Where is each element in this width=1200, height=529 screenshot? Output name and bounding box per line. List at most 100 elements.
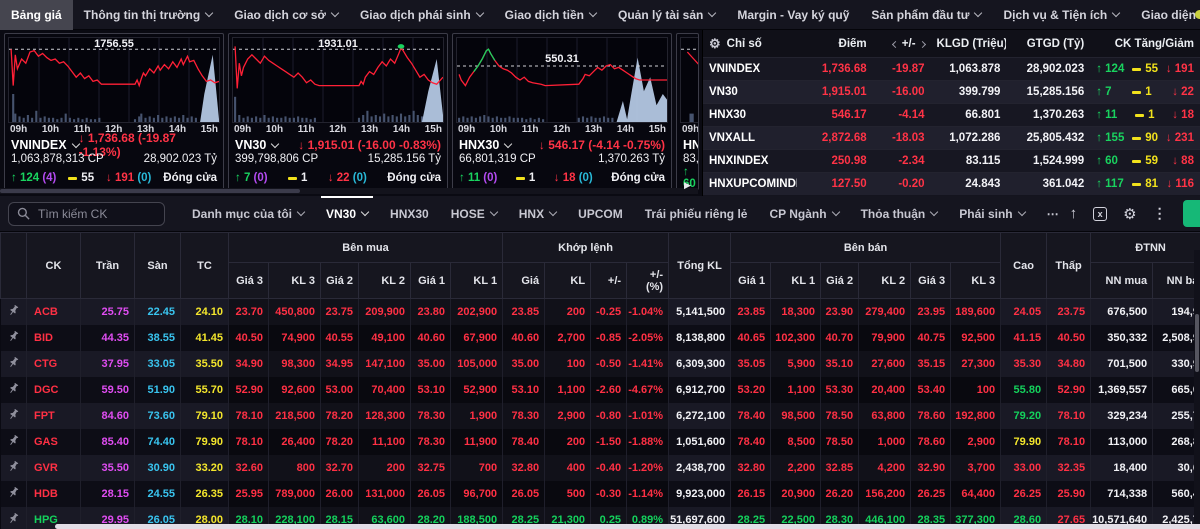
scroll-right-arrow-icon[interactable]: ▶ [684,180,691,190]
table-row[interactable]: HPG 29.95 26.05 28.00 28.10 228,100 28.15 63,60… [0,506,1200,529]
pin-icon[interactable] [0,350,27,377]
tab-danh-m-c-c-a-t-i[interactable]: Danh mục của tôi [181,196,315,232]
col-header-sell-price2[interactable]: Giá 2 [820,262,860,299]
index-row[interactable]: HNX30 546.17 -4.14 66.801 1,370.263 ↑ 11 1 ↓ 18 [703,103,1200,126]
nav-item-label: Sản phẩm đầu tư [871,7,970,22]
tab--[interactable]: ⋯ [1036,196,1070,232]
table-row[interactable]: BID 44.35 38.55 41.45 40.50 74,900 40.55 49,100… [0,324,1200,351]
index-row[interactable]: HNXUPCOMINDEX 127.50 -0.20 24.843 361.042 ↑ 1… [703,172,1200,195]
table-row[interactable]: ACB 25.75 22.45 24.10 23.70 450,800 23.75 209,9… [0,298,1200,325]
table-row[interactable]: GAS 85.40 74.40 79.90 78.10 26,400 78.20 11,100… [0,428,1200,455]
settings-gear-icon[interactable]: ⚙ [1123,205,1137,223]
tab-label: VN30 [326,206,357,221]
tab-tr-i-phi-u-ri-ng-l-[interactable]: Trái phiếu riêng lẻ [634,196,759,232]
table-row[interactable]: GVR 35.50 30.90 33.20 32.60 800 32.70 200 32.75 7… [0,454,1200,481]
nav-item[interactable]: Quản lý tài sản [607,0,726,30]
unchanged-count: 55 [68,172,94,184]
scrollbar-thumb[interactable] [1195,314,1199,372]
kebab-menu-icon[interactable]: ⋮ [1152,205,1167,221]
table-row[interactable]: DGC 59.50 51.90 55.70 52.90 92,600 53.00 70,400… [0,376,1200,403]
col-header-floor[interactable]: Sàn [134,232,181,299]
pin-icon[interactable] [0,298,27,325]
time-axis: 09h 10h 11h 12h 13h 14h 15h [229,123,447,136]
col-header-buy-vol2[interactable]: KL 2 [358,262,411,299]
index-name[interactable]: HNX30 [459,138,513,152]
col-header-foreign-buy[interactable]: NN mua [1090,262,1154,299]
col-header-index: Chỉ số [726,37,762,50]
index-row[interactable]: VNINDEX 1,736.68 -19.87 1,063.878 28,902.023… [703,57,1200,80]
col-header-low[interactable]: Thấp [1046,232,1092,299]
col-header-ck[interactable]: CK [26,232,81,299]
index-name[interactable]: HNXI [683,138,698,152]
col-header-change-pct[interactable]: +/- (%) [626,262,670,299]
prev-icon[interactable] [891,40,899,48]
nav-item[interactable]: Bảng giá [0,0,73,30]
tab-cp-ng-nh[interactable]: CP Ngành [758,196,849,232]
col-header-ceiling[interactable]: Trần [80,232,135,299]
tab-th-a-thu-n[interactable]: Thỏa thuận [850,196,949,232]
col-header-buy-price3[interactable]: Giá 3 [228,262,269,299]
col-header-sell-price1[interactable]: Giá 1 [730,262,772,299]
col-header-buy-vol3[interactable]: KL 3 [268,262,321,299]
col-header-total-volume[interactable]: Tổng KL [668,232,732,299]
col-header-sell-vol2[interactable]: KL 2 [858,262,912,299]
next-icon[interactable] [918,40,926,48]
tab-vn30[interactable]: VN30 [315,195,379,232]
time-tick: 15h [648,124,666,135]
nav-item[interactable]: Thông tin thị trường [73,0,224,30]
table-row[interactable]: HDB 28.15 24.55 26.35 25.95 789,000 26.00 131,0… [0,480,1200,507]
search-input[interactable] [36,205,156,222]
cell-s2p: 23.90 [820,298,860,325]
col-header-reference[interactable]: TC [180,232,229,299]
index-row[interactable]: VN30 1,915.01 -16.00 399.799 15,285.156 ↑ 7 1 ↓… [703,80,1200,103]
col-header-sell-vol3[interactable]: KL 3 [950,262,1002,299]
index-name[interactable]: VNINDEX [11,138,80,152]
col-header-buy-price1[interactable]: Giá 1 [410,262,451,299]
tab-hose[interactable]: HOSE [440,196,508,232]
col-header-sell-vol1[interactable]: KL 1 [770,262,822,299]
time-tick: 15h [424,124,442,135]
tab-upcom[interactable]: UPCOM [567,196,634,232]
tab-hnx[interactable]: HNX [508,196,567,232]
gear-icon[interactable]: ⚙ [709,35,721,51]
table-row[interactable]: CTG 37.95 33.05 35.50 34.90 98,300 34.95 147,10… [0,350,1200,377]
nav-item[interactable]: Giao dịch phái sinh [349,0,494,30]
col-header-buy-vol1[interactable]: KL 1 [449,262,504,299]
nav-item[interactable]: Giao dịch cơ sở [223,0,349,30]
nav-item[interactable]: Margin - Vay ký quỹ [726,0,860,30]
col-header-foreign-sell[interactable]: NN bán [1152,262,1200,299]
nav-item[interactable]: Giao diện của tôi [1130,0,1200,30]
nav-item[interactable]: Sản phẩm đầu tư [860,0,992,30]
col-header-high[interactable]: Cao [1000,232,1048,299]
place-order-button[interactable]: Đặt lệnh [1182,200,1200,227]
pin-icon[interactable] [0,454,27,481]
index-row[interactable]: VNXALL 2,872.68 -18.03 1,072.286 25,805.432 ↑… [703,126,1200,149]
excel-export-icon[interactable]: x [1093,206,1108,221]
pin-icon[interactable] [0,324,27,351]
pin-icon[interactable] [0,480,27,507]
tab-ph-i-sinh[interactable]: Phái sinh [948,196,1035,232]
col-header-buy-price2[interactable]: Giá 2 [320,262,359,299]
pin-icon[interactable] [0,376,27,403]
table-vertical-scrollbar[interactable] [1194,250,1200,529]
col-header-match-vol[interactable]: KL [544,262,592,299]
col-header-sell-price3[interactable]: Giá 3 [910,262,952,299]
index-row-updown: ↑ 124 55 ↓ 191 [1090,63,1200,75]
nav-item[interactable]: Giao dịch tiền [494,0,607,30]
arrow-up-icon[interactable]: ↑ [1069,205,1078,222]
pin-icon[interactable] [0,402,27,429]
col-header-match-price[interactable]: Giá [502,262,546,299]
nav-item[interactable]: Dịch vụ & Tiện ích [992,0,1130,30]
table-row[interactable]: FPT 84.60 73.60 79.10 78.10 218,500 78.20 128,3… [0,402,1200,429]
pin-icon[interactable] [0,428,27,455]
scrollbar-thumb[interactable] [0,189,300,193]
index-row[interactable]: HNXINDEX 250.98 -2.34 83.115 1,524.999 ↑ 60 59… [703,149,1200,172]
flat-dash-icon [1135,113,1145,117]
charts-horizontal-scrollbar[interactable] [0,188,698,194]
col-header-change[interactable]: +/- [590,262,628,299]
table-horizontal-scrollbar[interactable] [55,524,1200,529]
pin-icon[interactable] [0,506,27,529]
tab-hnx30[interactable]: HNX30 [379,196,440,232]
index-name[interactable]: VN30 [235,138,280,152]
search-box[interactable] [8,201,165,226]
